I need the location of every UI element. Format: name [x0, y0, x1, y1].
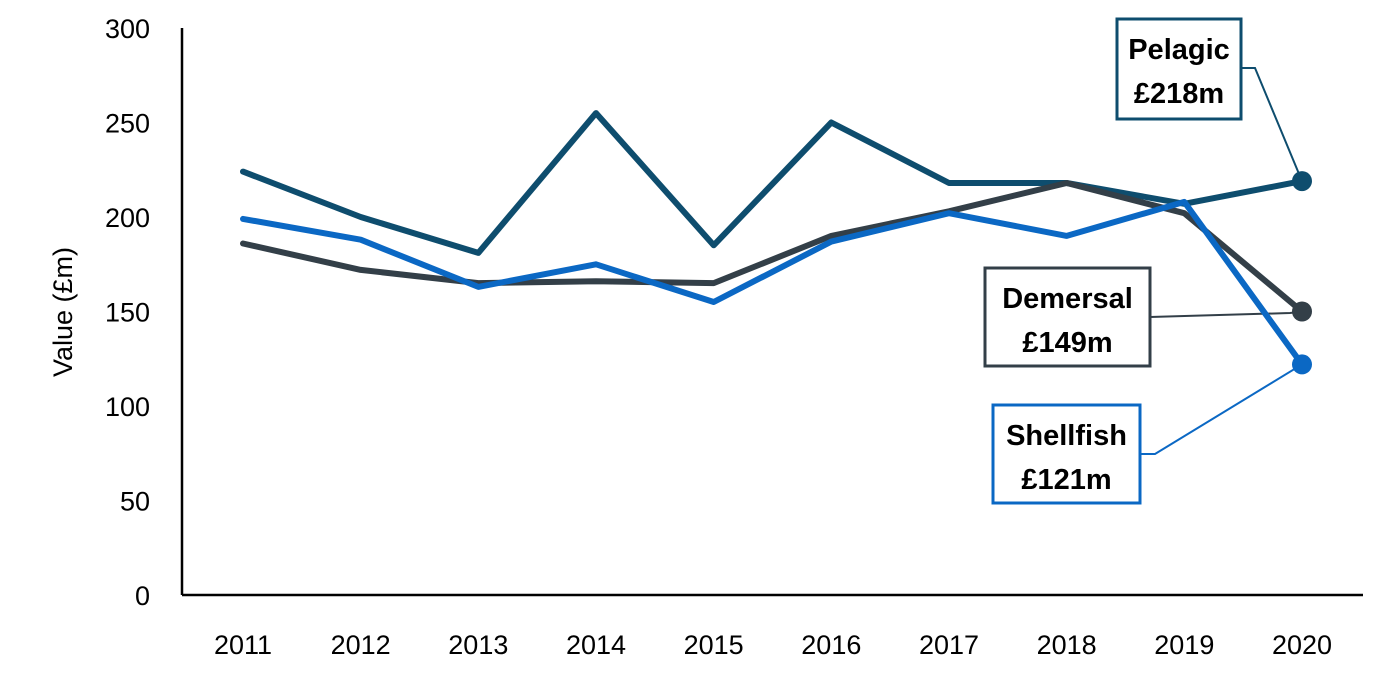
shellfish-callout-leader: [1140, 363, 1303, 455]
y-tick-label: 50: [120, 487, 150, 517]
x-axis-ticks: 2011 2012 2013 2014 2015 2016 2017 2018 2019 2020: [214, 630, 1332, 660]
x-tick-label: 2016: [801, 630, 861, 660]
demersal-end-point: [1292, 301, 1312, 322]
y-axis-label-group: Value (£m): [48, 247, 78, 377]
x-tick-label: 2019: [1154, 630, 1214, 660]
demersal-series-line: [240, 180, 1305, 315]
demersal-callout-leader: [1149, 310, 1303, 318]
y-tick-label: 100: [105, 392, 150, 422]
callouts: Pelagic £218m Demersal £149m Shellfish £121m: [983, 17, 1243, 505]
demersal-callout: Demersal £149m: [983, 266, 1152, 368]
pelagic-callout-value: £218m: [1134, 78, 1224, 110]
x-tick-label: 2017: [919, 630, 979, 660]
series-end-points: [1292, 171, 1312, 375]
pelagic-series-line: [240, 110, 1305, 256]
series-lines: [240, 110, 1305, 368]
shellfish-callout-box: [991, 403, 1142, 505]
x-tick-label: 2018: [1037, 630, 1097, 660]
x-tick-label: 2011: [214, 630, 272, 660]
pelagic-callout-box: [1115, 17, 1243, 121]
x-tick-label: 2012: [331, 630, 391, 660]
x-tick-label: 2014: [566, 630, 626, 660]
callout-leaders: [1140, 67, 1303, 455]
shellfish-callout: Shellfish £121m: [991, 403, 1142, 505]
y-tick-label: 200: [105, 203, 150, 233]
pelagic-callout-name: Pelagic: [1128, 34, 1230, 66]
axes: [180, 28, 1363, 597]
y-tick-label: 300: [105, 14, 150, 44]
y-axis-ticks: 0 50 100 150 200 250 300: [105, 14, 150, 611]
shellfish-end-point: [1292, 354, 1312, 375]
shellfish-series-line: [240, 198, 1305, 368]
demersal-callout-box: [983, 266, 1152, 368]
x-tick-label: 2013: [448, 630, 508, 660]
shellfish-callout-name: Shellfish: [1006, 420, 1127, 452]
y-axis-label: Value (£m): [48, 247, 78, 377]
x-tick-label: 2015: [684, 630, 744, 660]
pelagic-callout: Pelagic £218m: [1115, 17, 1243, 121]
y-tick-label: 250: [105, 109, 150, 139]
demersal-callout-name: Demersal: [1002, 283, 1133, 315]
x-tick-label: 2020: [1272, 630, 1332, 660]
demersal-callout-value: £149m: [1022, 327, 1112, 359]
y-tick-label: 150: [105, 298, 150, 328]
shellfish-callout-value: £121m: [1021, 464, 1111, 496]
pelagic-callout-leader: [1241, 67, 1303, 182]
pelagic-end-point: [1292, 171, 1312, 192]
y-tick-label: 0: [135, 581, 150, 611]
